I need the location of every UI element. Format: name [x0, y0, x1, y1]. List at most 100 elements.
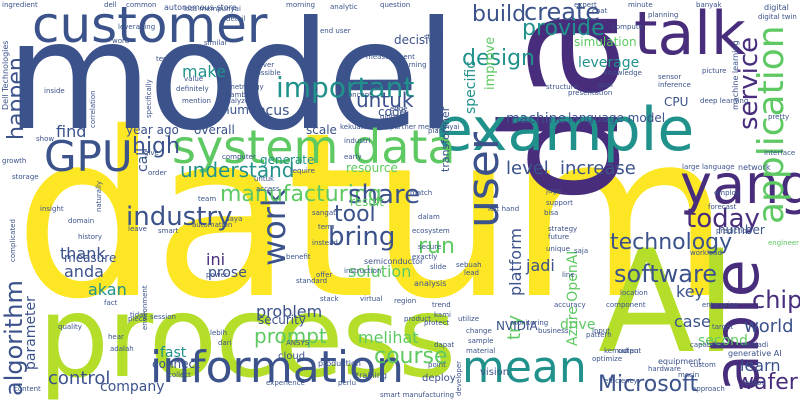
word-partner: partner	[390, 123, 416, 131]
word-definitely: definitely	[176, 85, 209, 93]
word-information: information	[150, 342, 404, 393]
word-instead: instead	[312, 239, 338, 247]
word-developer: developer	[455, 360, 463, 396]
word-kami: kami	[434, 311, 451, 319]
word-bring: bring	[328, 222, 396, 252]
word-second: second	[698, 333, 748, 349]
word-space: space	[366, 83, 387, 91]
word-metrology: metrology	[228, 83, 264, 91]
word-resource: resource	[346, 161, 398, 175]
word-technology: technology	[610, 230, 733, 255]
word-semiconductor: semiconductor	[364, 257, 424, 266]
word-collect: collect	[168, 371, 191, 379]
word-trend: trend	[432, 301, 451, 309]
word-specific: specific	[463, 61, 479, 114]
word-drive: drive	[560, 317, 596, 333]
word-example: example	[436, 95, 695, 165]
word-point: point	[428, 361, 446, 369]
word-control: control	[48, 368, 111, 389]
word-dapat: dapat	[434, 341, 455, 349]
word-production: production	[318, 359, 361, 368]
word-learn: learn	[740, 356, 781, 375]
word-complicated: complicated	[9, 219, 17, 262]
word-smart: smart	[158, 227, 179, 235]
word-find: find	[56, 122, 87, 141]
word-kekuatan: kekuatan	[340, 123, 373, 131]
word-hardware: hardware	[648, 365, 681, 373]
word-knowledge: knowledge	[604, 69, 642, 77]
word-leave: leave	[128, 225, 147, 233]
word-banyak: banyak	[696, 1, 722, 9]
word-standard: standard	[296, 277, 328, 285]
word-order: order	[148, 169, 167, 177]
word-wafer: wafer	[736, 370, 798, 395]
word-similar: similar	[204, 39, 228, 47]
word-virtual: virtual	[360, 295, 383, 303]
word-equipment: equipment	[658, 357, 702, 366]
word-measurement: measurement	[366, 53, 415, 61]
word-employ: employ	[714, 189, 740, 197]
word-world: world	[744, 316, 794, 337]
word-quality: quality	[58, 323, 82, 331]
word-mempunyai: mempunyai	[418, 123, 460, 131]
word-decision: decision	[394, 33, 444, 47]
word-bisa: bisa	[544, 209, 559, 217]
word-correlation: correlation	[89, 90, 97, 128]
word-deploy: deploy	[422, 373, 456, 384]
word-server: server	[252, 61, 275, 69]
word-chip: chip	[752, 286, 800, 314]
word-mean: mean	[462, 342, 587, 393]
word-support: support	[546, 199, 573, 207]
word-industry: industry	[126, 202, 233, 232]
word-secure: secure	[418, 243, 442, 251]
word-term: term	[318, 223, 335, 231]
word-possible: possible	[252, 69, 281, 77]
word-optimize: optimize	[592, 355, 623, 363]
word-cloud: cloud	[278, 351, 306, 362]
word-menjadi: menjadi	[740, 341, 769, 349]
word-team: team	[198, 195, 217, 203]
word-saja: saja	[574, 247, 589, 255]
word-future: future	[548, 233, 570, 241]
word-system: system	[172, 120, 339, 174]
word-ini: ini	[206, 250, 226, 269]
word-key: key	[676, 282, 705, 301]
word-content: content	[14, 385, 41, 393]
word-network: network	[738, 163, 771, 172]
word-jadi: jadi	[526, 256, 555, 275]
word-reason: reason	[742, 379, 766, 387]
word-piece: piece	[128, 315, 147, 323]
word-product: product	[404, 315, 431, 323]
word-exactly: exactly	[412, 253, 438, 261]
word-lebih: lebih	[210, 329, 228, 337]
word-inference: inference	[658, 81, 691, 89]
word-smart-manufacturing: smart manufacturing	[380, 391, 455, 399]
word-inside: inside	[44, 87, 65, 95]
word-forecast: forecast	[708, 203, 737, 211]
word-solution: solution	[348, 262, 412, 281]
word-make: make	[182, 62, 226, 81]
word-test: test	[156, 55, 170, 63]
word-microsoft: Microsoft	[598, 372, 699, 397]
word-ansys: ANSYS	[286, 339, 310, 347]
word-custom: custom	[690, 361, 716, 369]
word-result: result	[350, 195, 384, 209]
word-dell-technologies: Dell Technologies	[1, 40, 10, 110]
word-high: high	[132, 134, 180, 159]
word-material: material	[466, 347, 496, 355]
word-untuk: untuk	[356, 88, 414, 112]
word-sensor: sensor	[658, 73, 682, 81]
word-naturally: naturally	[95, 180, 103, 212]
word-gpu: GPU	[44, 132, 133, 181]
word-target: target	[712, 323, 734, 331]
word-give: give	[144, 149, 159, 157]
word-input: input	[592, 327, 611, 335]
word-customer: customer	[32, 0, 268, 54]
word-overall: overall	[194, 123, 235, 137]
word-plan: plan	[428, 127, 444, 135]
word-dell: dell	[104, 1, 117, 9]
word-language-model: language model	[568, 111, 666, 125]
word-minute: minute	[628, 1, 653, 9]
word-software: software	[614, 260, 718, 288]
